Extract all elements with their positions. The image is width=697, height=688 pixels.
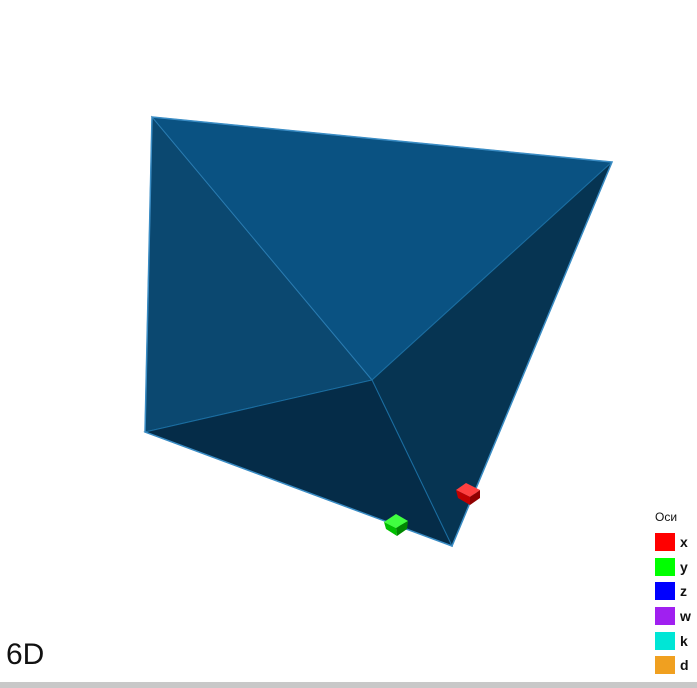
polytope-outline xyxy=(144,116,614,547)
legend-label-w: w xyxy=(680,608,691,625)
legend-item-d: d xyxy=(655,653,697,678)
legend-label-y: y xyxy=(680,558,688,575)
axis-marker-x xyxy=(456,483,480,505)
legend-swatch-d xyxy=(655,656,675,675)
legend-title: Оси xyxy=(655,510,678,524)
legend-swatch-z xyxy=(655,582,675,601)
axes-legend: Оси x y z w k d xyxy=(655,510,697,678)
legend-label-z: z xyxy=(680,583,687,600)
legend-swatch-y xyxy=(655,557,675,576)
legend-swatch-k xyxy=(655,631,675,650)
bottom-divider xyxy=(0,682,697,688)
legend-swatch-w xyxy=(655,607,675,626)
legend-item-x: x xyxy=(655,530,697,555)
legend-item-k: k xyxy=(655,628,697,653)
legend-item-w: w xyxy=(655,604,697,629)
legend-swatch-x xyxy=(655,533,675,552)
legend-item-z: z xyxy=(655,579,697,604)
legend-label-d: d xyxy=(680,657,689,674)
dimension-label: 6D xyxy=(6,638,45,671)
axis-marker-y xyxy=(384,514,408,536)
legend-label-k: k xyxy=(680,632,688,649)
legend-item-y: y xyxy=(655,555,697,580)
legend-label-x: x xyxy=(680,534,688,551)
